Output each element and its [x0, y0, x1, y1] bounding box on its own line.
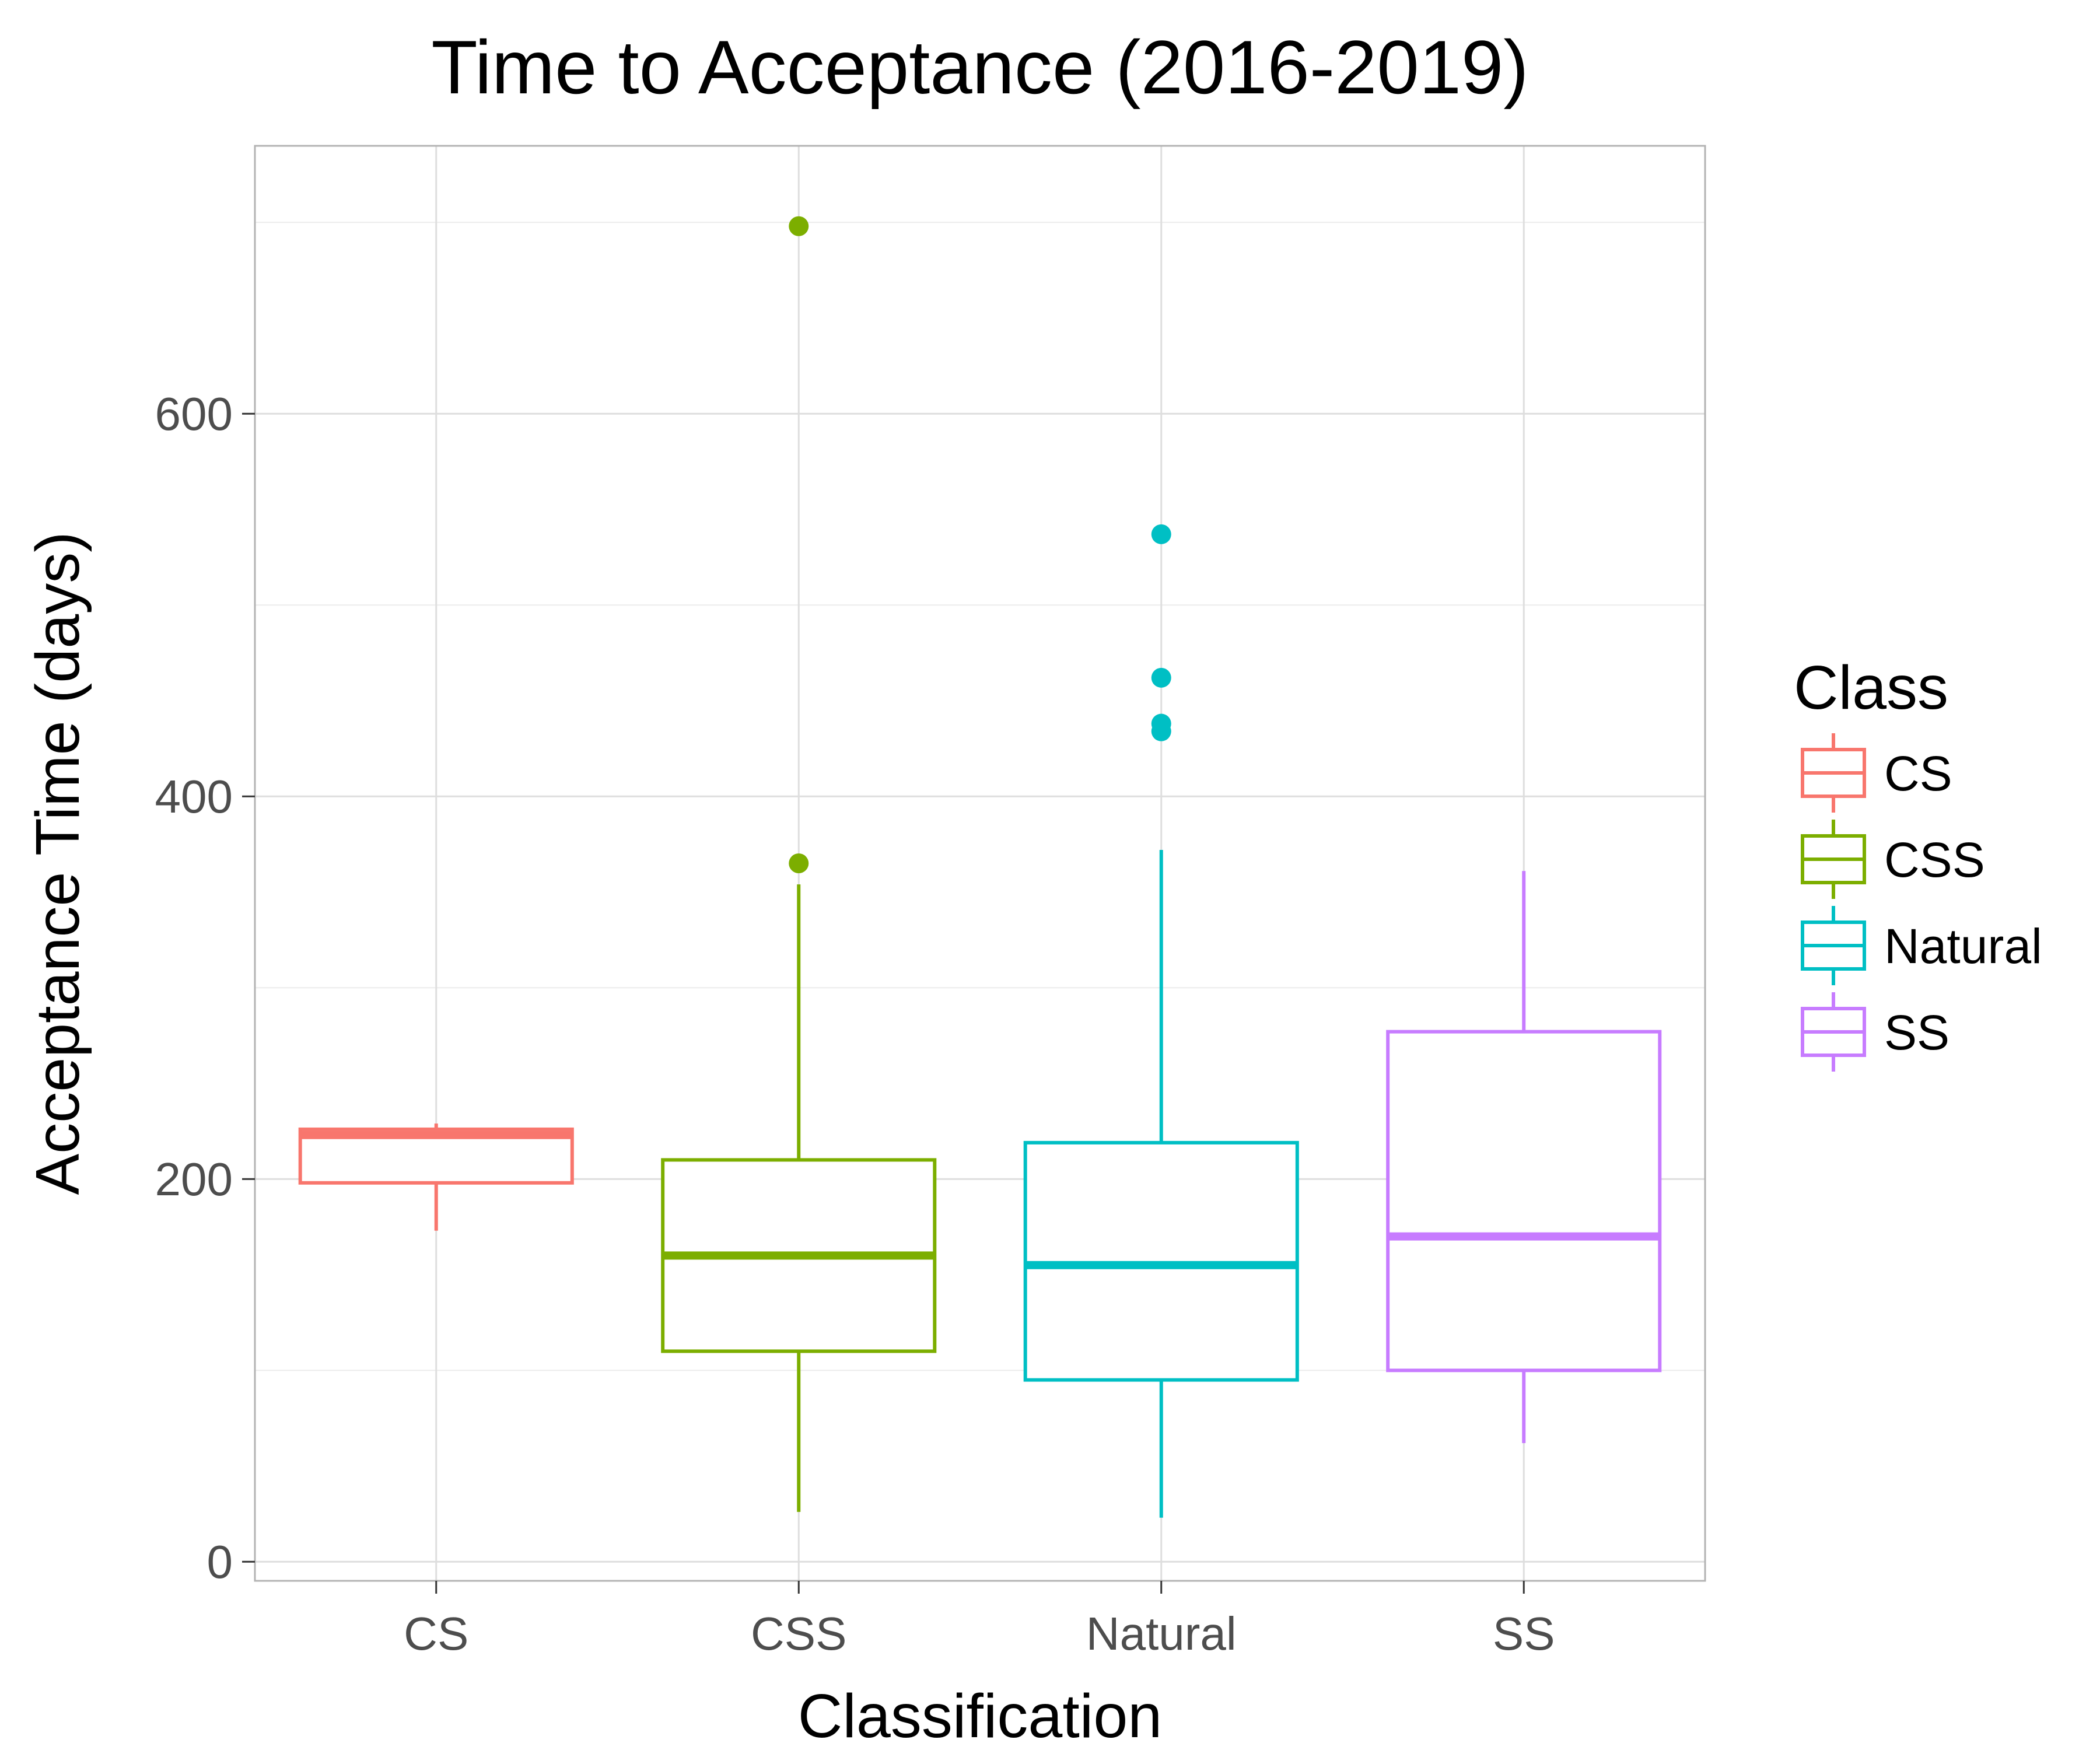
outlier-point — [1151, 713, 1171, 734]
y-tick-label: 0 — [207, 1536, 233, 1588]
outlier-point — [789, 853, 809, 873]
x-tick-label: SS — [1493, 1608, 1555, 1660]
legend: Class CS CSS Natural SS — [1794, 653, 2042, 1072]
outlier-point — [789, 216, 809, 236]
y-axis: 0 200 400 600 — [155, 388, 255, 1588]
legend-label: CSS — [1884, 832, 1985, 887]
y-tick-label: 400 — [155, 771, 233, 822]
box-natural — [1023, 524, 1299, 1518]
legend-item-ss: SS — [1801, 992, 1950, 1072]
x-tick-label: CSS — [751, 1608, 847, 1660]
legend-label: Natural — [1884, 919, 2042, 974]
legend-title: Class — [1794, 653, 1948, 722]
legend-item-cs: CS — [1801, 733, 1952, 813]
y-axis-title: Acceptance Time (days) — [23, 531, 92, 1195]
x-axis-title: Classification — [798, 1682, 1162, 1750]
box-ss — [1386, 871, 1662, 1443]
outlier-point — [1151, 667, 1171, 688]
chart-title: Time to Acceptance (2016-2019) — [431, 24, 1528, 110]
plot-panel-border — [254, 145, 1706, 1582]
x-axis: CS CSS Natural SS — [404, 1581, 1555, 1660]
legend-item-natural: Natural — [1801, 906, 2042, 985]
legend-item-css: CSS — [1801, 820, 1985, 899]
y-tick-label: 600 — [155, 388, 233, 440]
box-cs — [298, 1124, 574, 1231]
legend-label: CS — [1884, 746, 1952, 801]
box-css — [661, 216, 937, 1512]
legend-label: SS — [1884, 1005, 1950, 1060]
iqr-box — [1386, 1030, 1662, 1373]
boxes-layer — [298, 216, 1662, 1518]
outlier-point — [1151, 524, 1171, 544]
y-tick-label: 200 — [155, 1153, 233, 1205]
x-tick-label: CS — [404, 1608, 468, 1660]
x-tick-label: Natural — [1086, 1608, 1237, 1660]
